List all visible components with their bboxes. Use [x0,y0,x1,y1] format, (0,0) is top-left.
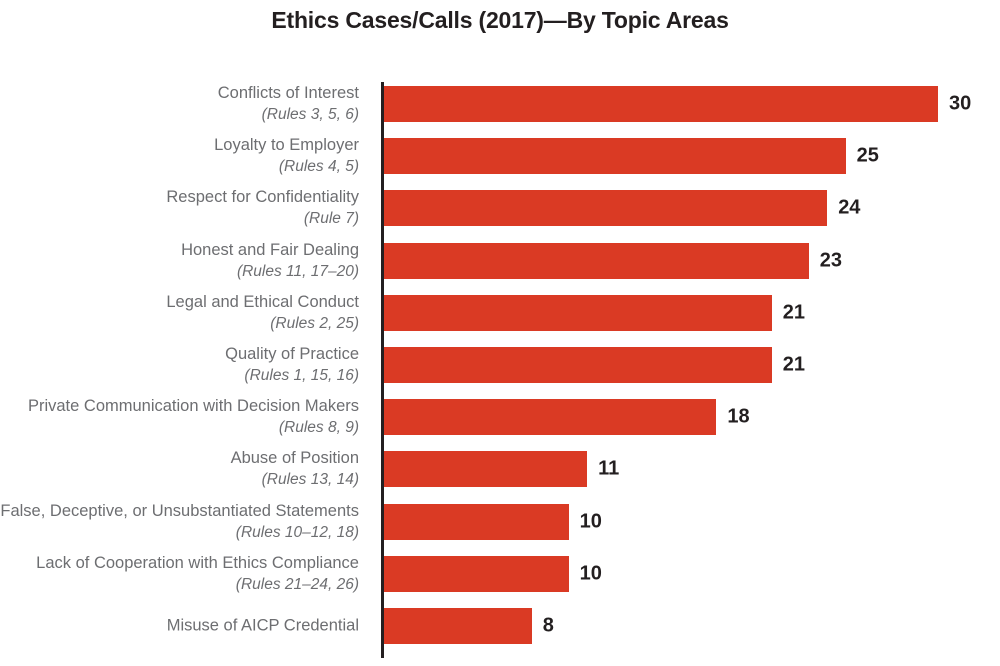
bar[interactable] [384,242,809,279]
bar-row: Quality of Practice (Rules 1, 15, 16) 21 [0,344,1000,386]
category-label-title: Private Communication with Decision Make… [27,397,359,416]
bar-value-label: 11 [598,457,620,480]
bar-value-label: 21 [782,301,806,324]
category-label: Lack of Cooperation with Ethics Complian… [0,553,359,595]
bar[interactable] [384,347,772,383]
bar-value-label: 18 [727,405,750,428]
category-label: Misuse of AICP Credential [0,616,359,637]
category-label-rules: (Rules 13, 14) [261,471,359,489]
bar[interactable] [384,86,938,122]
bar-value-label: 8 [542,614,554,637]
bar[interactable] [384,503,569,540]
category-label: Respect for Confidentiality (Rule 7) [0,187,359,229]
category-label: Loyalty to Employer (Rules 4, 5) [0,135,359,177]
bar-value-label: 24 [838,196,861,219]
bar-value-label: 23 [819,249,842,272]
bar-track: 30 [384,86,971,122]
category-label-rules: (Rules 10–12, 18) [235,523,359,541]
bar-track: 21 [384,347,805,383]
bar-row: Legal and Ethical Conduct (Rules 2, 25) 21 [0,292,1000,334]
bar[interactable] [384,399,717,436]
bar-track: 10 [384,503,602,540]
bar[interactable] [384,608,532,644]
bar[interactable] [384,138,846,175]
category-label: Private Communication with Decision Make… [0,396,359,438]
bar-value-label: 10 [579,510,602,533]
category-label-title: Misuse of AICP Credential [166,616,359,635]
bar-value-label: 10 [579,562,602,585]
chart-title: Ethics Cases/Calls (2017)—By Topic Areas [271,7,729,33]
bar-row: Misuse of AICP Credential 8 [0,608,1000,644]
category-label-rules: (Rules 8, 9) [278,419,359,437]
category-label: Honest and Fair Dealing (Rules 11, 17–20) [0,240,359,282]
bar-track: 21 [384,294,805,331]
bar-row: Private Communication with Decision Make… [0,396,1000,438]
category-label-title: Abuse of Position [230,449,359,468]
bar-row: Respect for Confidentiality (Rule 7) 24 [0,187,1000,229]
category-label: Abuse of Position (Rules 13, 14) [0,448,359,490]
category-label-rules: (Rules 3, 5, 6) [261,106,359,123]
bar-track: 23 [384,242,842,279]
category-axis-line [381,82,384,658]
bar-row: Loyalty to Employer (Rules 4, 5) 25 [0,135,1000,177]
bar[interactable] [384,190,828,227]
bar-track: 24 [384,190,860,227]
category-label: Conflicts of Interest (Rules 3, 5, 6) [0,83,359,125]
bar-value-label: 25 [856,144,879,167]
bar-row: Lack of Cooperation with Ethics Complian… [0,553,1000,595]
category-label-title: Lack of Cooperation with Ethics Complian… [36,553,359,572]
category-label-rules: (Rules 11, 17–20) [236,262,359,280]
plot-area: Conflicts of Interest (Rules 3, 5, 6) 30 Lo… [0,80,1000,660]
category-label-title: Loyalty to Employer [214,136,359,155]
category-label-rules: (Rules 4, 5) [278,158,359,176]
bar-track: 10 [384,555,602,592]
bar-row: Abuse of Position (Rules 13, 14) 11 [0,448,1000,490]
category-label: Quality of Practice (Rules 1, 15, 16) [0,344,359,386]
category-label-rules: (Rules 1, 15, 16) [244,367,359,384]
bar-row: Conflicts of Interest (Rules 3, 5, 6) 30 [0,83,1000,125]
bar-track: 11 [384,451,619,488]
bar-row: Honest and Fair Dealing (Rules 11, 17–20)… [0,240,1000,282]
bar[interactable] [384,294,772,331]
category-label-rules: (Rules 2, 25) [270,314,359,332]
category-label-title: Honest and Fair Dealing [181,240,359,259]
bar-track: 8 [384,608,554,644]
bar-value-label: 30 [949,92,972,115]
category-label-title: Legal and Ethical Conduct [166,292,359,311]
bar-track: 25 [384,138,879,175]
category-label-title: Quality of Practice [225,345,359,363]
category-label: Legal and Ethical Conduct (Rules 2, 25) [0,292,359,334]
bar[interactable] [384,451,588,488]
bar-row: False, Deceptive, or Unsubstantiated Sta… [0,501,1000,543]
category-label-title: Conflicts of Interest [217,84,359,102]
category-label-rules: (Rule 7) [303,210,359,228]
category-label-title: False, Deceptive, or Unsubstantiated Sta… [0,501,359,520]
category-label-title: Respect for Confidentiality [166,188,359,207]
bar-value-label: 21 [782,353,806,376]
category-label-rules: (Rules 21–24, 26) [235,575,359,593]
bar[interactable] [384,555,569,592]
category-label: False, Deceptive, or Unsubstantiated Sta… [0,501,359,543]
bar-track: 18 [384,399,750,436]
